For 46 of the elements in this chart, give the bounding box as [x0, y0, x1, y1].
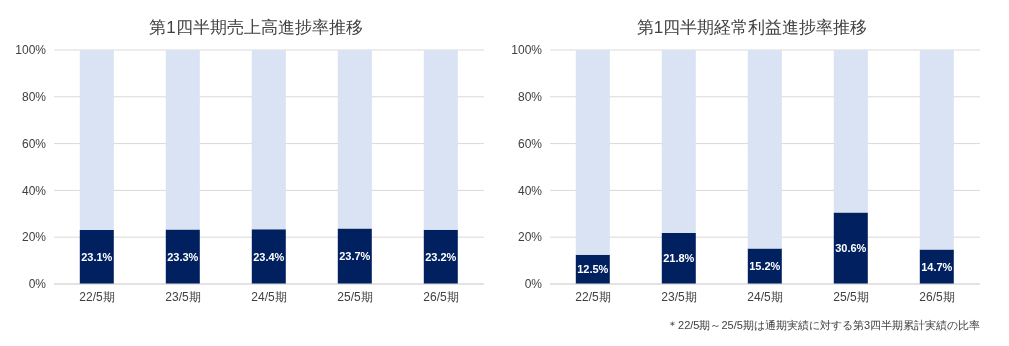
- bar: [575, 50, 610, 255]
- y-tick-label: 0%: [524, 277, 543, 292]
- y-tick-label: 40%: [21, 183, 47, 198]
- bar: [747, 50, 782, 249]
- data-label: 23.4%: [253, 250, 285, 263]
- y-tick-label: 60%: [517, 136, 543, 151]
- data-label: 23.7%: [339, 250, 371, 263]
- y-tick-label: 20%: [21, 230, 47, 245]
- bar: [165, 50, 200, 230]
- y-tick-label: 60%: [21, 136, 47, 151]
- x-tick-label: 26/5期: [423, 289, 459, 304]
- y-tick-label: 100%: [511, 43, 543, 58]
- x-tick-label: 25/5期: [337, 289, 373, 304]
- x-tick-label: 22/5期: [575, 289, 611, 304]
- bar: [919, 50, 954, 250]
- y-tick-label: 20%: [517, 230, 543, 245]
- bar: [423, 50, 458, 230]
- y-tick-label: 40%: [517, 183, 543, 198]
- data-label: 30.6%: [835, 242, 867, 255]
- x-tick-label: 25/5期: [833, 289, 869, 304]
- y-tick-label: 0%: [28, 277, 47, 292]
- data-label: 14.7%: [921, 260, 953, 273]
- text: ＊22/5期～25/5期は通期実績に対する第3四半期累計実績の比率: [666, 318, 981, 333]
- chart-title: 第1四半期売上高進捗率推移: [148, 17, 364, 39]
- bar: [833, 50, 868, 213]
- data-label: 12.5%: [577, 263, 609, 276]
- x-tick-label: 23/5期: [661, 289, 697, 304]
- y-tick-label: 80%: [21, 90, 47, 105]
- x-tick-label: 24/5期: [747, 289, 783, 304]
- bar: [251, 50, 286, 230]
- x-tick-label: 22/5期: [79, 289, 115, 304]
- bar: [661, 50, 696, 233]
- bar: [337, 50, 372, 229]
- data-label: 23.3%: [167, 250, 199, 263]
- data-label: 23.2%: [425, 250, 457, 263]
- x-tick-label: 26/5期: [919, 289, 955, 304]
- data-label: 23.1%: [81, 250, 113, 263]
- x-tick-label: 24/5期: [251, 289, 287, 304]
- chart-title: 第1四半期経常利益進捗率推移: [635, 17, 869, 39]
- y-tick-label: 100%: [15, 43, 47, 58]
- data-label: 15.2%: [749, 260, 781, 273]
- y-tick-label: 80%: [517, 90, 543, 105]
- bar: [833, 212, 868, 284]
- data-label: 21.8%: [663, 252, 695, 265]
- bar: [79, 50, 114, 230]
- x-tick-label: 23/5期: [165, 289, 201, 304]
